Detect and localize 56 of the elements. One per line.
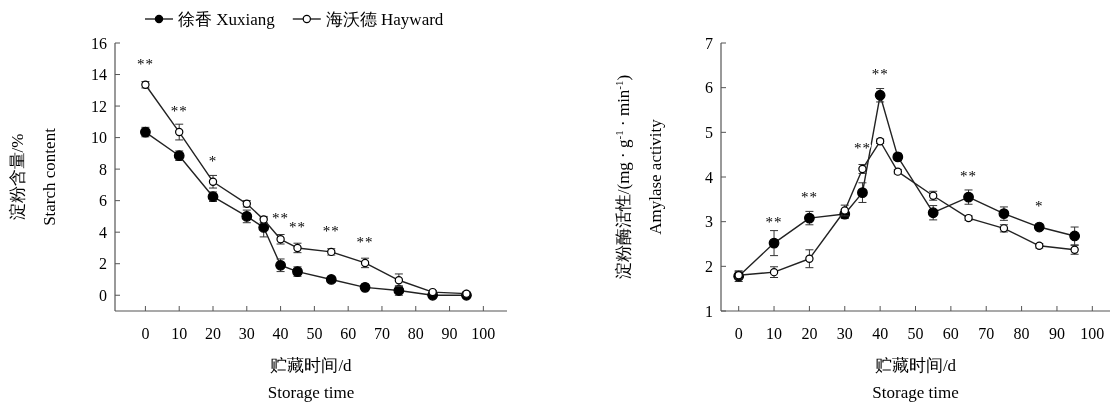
annotation: **	[356, 233, 374, 250]
annotation: **	[853, 139, 871, 156]
x-tick-label: 40	[872, 325, 889, 342]
x-tick-label: 60	[942, 325, 959, 342]
y-tick-label: 6	[99, 192, 107, 210]
annotation: **	[136, 55, 154, 72]
x-tick-label: 0	[734, 325, 743, 342]
annotation: **	[170, 103, 188, 120]
x-tick-label: 70	[373, 325, 390, 342]
x-tick-label: 20	[801, 325, 818, 342]
y-tick-label: 8	[99, 160, 107, 178]
legend-label: 海沃德 Hayward	[325, 9, 444, 29]
y-tick-label: 2	[99, 255, 107, 273]
annotation: **	[765, 214, 783, 231]
x-tick-label: 40	[272, 325, 289, 342]
x-tick-label: 50	[306, 325, 323, 342]
annotation: **	[272, 210, 290, 227]
x-tick-label: 100	[1080, 325, 1105, 342]
y-tick-label: 16	[91, 34, 107, 52]
y-tick-label: 4	[705, 168, 713, 186]
annotation: **	[800, 189, 818, 206]
y-tick-label: 12	[91, 97, 107, 115]
annotation: *	[1035, 198, 1044, 215]
x-tick-label: 80	[1013, 325, 1030, 342]
y-tick-label: 6	[705, 79, 713, 97]
annotation: *	[208, 152, 218, 169]
x-tick-label: 30	[836, 325, 853, 342]
y-tick-label: 2	[705, 257, 713, 275]
x-tick-label: 50	[907, 325, 924, 342]
x-tick-label: 100	[471, 325, 496, 342]
x-tick-label: 90	[1048, 325, 1065, 342]
x-axis-title: 贮藏时间/d Storage time	[872, 356, 959, 402]
x-tick-label: 70	[978, 325, 995, 342]
annotation: **	[322, 222, 340, 239]
x-tick-label: 80	[407, 325, 424, 342]
x-tick-label: 10	[171, 325, 188, 342]
x-tick-label: 0	[141, 325, 150, 342]
y-tick-label: 1	[705, 302, 713, 320]
y-tick-label: 14	[91, 66, 107, 84]
y-axis-title: 淀粉含量/% Starch content	[8, 127, 59, 226]
x-axis-title: 贮藏时间/d Storage time	[267, 356, 355, 402]
y-tick-label: 4	[99, 223, 107, 241]
annotation: **	[960, 168, 978, 185]
y-tick-label: 3	[705, 213, 713, 231]
x-tick-label: 30	[238, 325, 255, 342]
x-tick-label: 60	[340, 325, 357, 342]
x-tick-label: 90	[441, 325, 458, 342]
annotation: **	[871, 66, 889, 83]
legend-label: 徐香 Xuxiang	[178, 9, 276, 29]
x-tick-label: 10	[766, 325, 783, 342]
y-tick-label: 5	[705, 123, 713, 141]
annotation: **	[288, 218, 306, 235]
y-tick-label: 0	[99, 286, 107, 304]
y-tick-label: 10	[91, 129, 107, 147]
x-tick-label: 20	[205, 325, 221, 342]
y-tick-label: 7	[705, 34, 713, 52]
